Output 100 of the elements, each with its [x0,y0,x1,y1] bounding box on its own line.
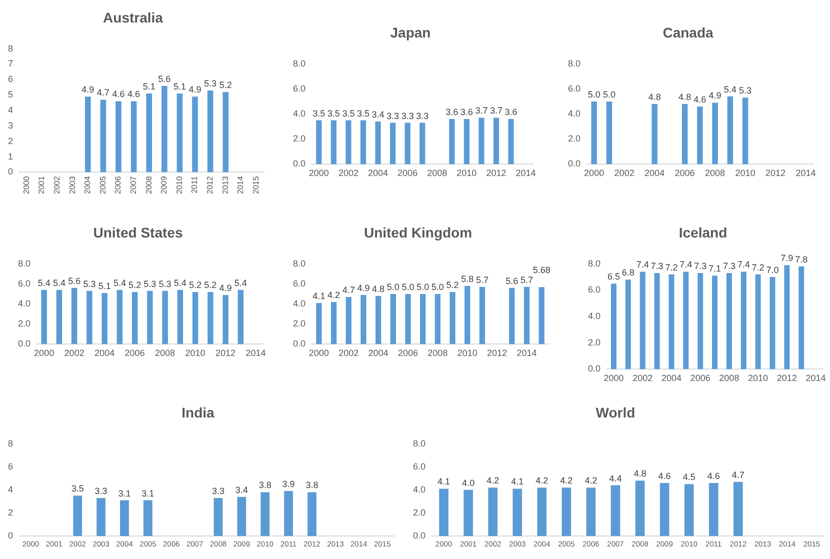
y-tick-label: 7 [8,58,14,69]
bar [130,101,137,172]
data-label: 3.1 [142,488,154,498]
bar [538,287,544,344]
data-label: 4.1 [312,290,326,301]
y-tick-label: 6.0 [292,83,306,94]
x-tick-label: 2005 [98,176,108,194]
y-tick-label: 3 [8,120,14,130]
data-label: 5.2 [446,280,459,290]
bar [73,496,82,536]
data-label: 4.6 [658,470,671,481]
bar [488,488,498,536]
bar [214,498,223,536]
data-label: 3.3 [386,110,400,121]
data-label: 4.0 [462,478,475,488]
bar [116,290,123,344]
bar [161,86,168,172]
data-label: 5.0 [431,282,444,292]
data-label: 3.7 [475,106,488,116]
bar [755,274,761,370]
data-label: 5.0 [386,282,400,292]
bar [708,482,718,536]
data-label: 5.68 [532,265,550,276]
x-tick-label: 2006 [114,176,123,194]
bar [222,92,229,172]
bar [100,100,106,172]
bar [740,272,746,370]
bar [727,96,734,164]
y-tick-label: 8.0 [292,258,306,268]
bar [668,274,674,370]
data-label: 5.2 [128,280,142,290]
bar [742,98,748,164]
data-label: 4.9 [708,90,722,101]
bar [177,290,184,344]
data-label: 4.7 [96,88,110,98]
data-label: 4.8 [678,92,692,102]
bar [798,266,804,370]
bar [222,294,228,344]
bar [316,302,322,344]
chart-title: Australia [103,9,164,26]
bar [346,296,352,344]
data-label: 5.4 [38,278,50,288]
x-tick-label: 2004 [83,176,92,194]
data-label: 4.8 [634,468,646,479]
y-tick-label: 0.0 [568,158,581,169]
data-label: 7.1 [708,264,722,274]
bar [308,492,316,536]
data-label: 4.7 [732,470,744,480]
data-label: 3.8 [306,480,318,490]
data-label: 4.2 [536,476,548,486]
x-tick-label: 2014 [806,373,826,384]
y-tick-label: 2.0 [292,318,306,329]
bar [684,484,694,536]
data-label: 4.9 [357,282,370,293]
data-label: 7.4 [636,260,649,270]
bar [464,490,473,536]
chart-title: World [596,404,636,420]
x-tick-label: 2006 [398,168,418,178]
bar [41,290,47,344]
y-tick-label: 6.0 [18,278,31,288]
data-label: 5.4 [724,84,736,94]
bar [683,272,689,370]
y-tick-label: 0.0 [292,158,306,169]
bar [237,496,246,536]
data-label: 4.4 [609,473,622,484]
x-tick-label: 2014 [516,348,537,358]
x-tick-label: 2014 [236,176,246,194]
bar [509,288,515,344]
data-label: 4.2 [560,476,573,486]
data-label: 5.1 [142,82,156,92]
y-tick-label: 0 [8,530,14,540]
bar [770,276,776,370]
x-tick-label: 2004 [368,168,388,178]
data-label: 4.9 [188,84,202,95]
bar [132,292,138,344]
x-tick-label: 2007 [128,176,138,194]
bar [682,104,688,164]
bar [86,290,92,344]
data-label: 5.3 [144,278,156,289]
bar [143,500,152,536]
data-label: 5.6 [506,276,518,286]
data-label: 7.3 [650,261,664,272]
bar [524,286,530,344]
data-label: 3.6 [460,107,473,118]
bar [330,302,337,344]
data-label: 4.5 [682,472,696,482]
bar [712,276,718,370]
bar [192,96,198,172]
bar [405,294,411,344]
x-tick-label: 2002 [52,176,62,194]
x-tick-label: 2002 [64,348,84,358]
data-label: 5.3 [204,78,217,88]
y-tick-label: 2.0 [292,134,306,144]
data-label: 7.2 [665,262,678,272]
x-tick-label: 2000 [34,348,54,358]
bar [260,492,270,536]
data-label: 4.8 [648,92,661,102]
x-tick-label: 2012 [766,168,786,178]
bar [726,273,732,370]
x-tick-label: 2004 [644,168,665,178]
